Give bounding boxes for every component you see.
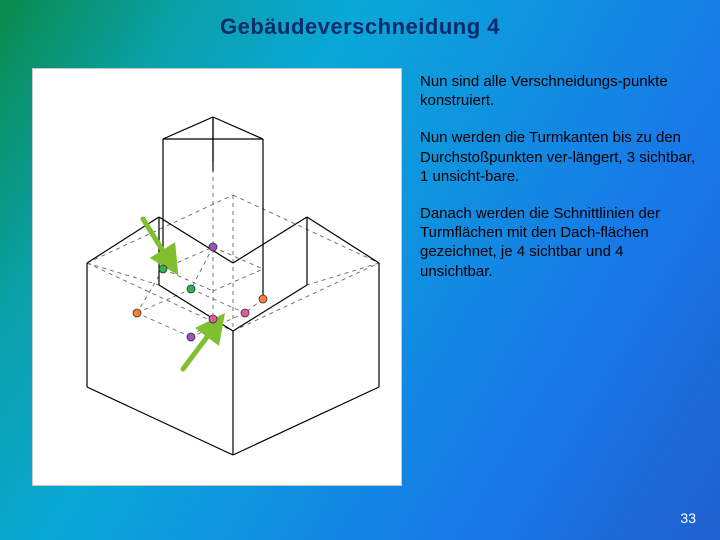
paragraph-3: Danach werden die Schnittlinien der Turm…: [420, 204, 700, 281]
text-column: Nun sind alle Verschneidungs-punkte kons…: [420, 72, 700, 299]
slide-title: Gebäudeverschneidung 4: [0, 14, 720, 40]
diagram-svg: [33, 69, 403, 487]
page-number: 33: [680, 510, 696, 526]
paragraph-2: Nun werden die Turmkanten bis zu den Dur…: [420, 128, 700, 186]
diagram-figure: [32, 68, 402, 486]
paragraph-1: Nun sind alle Verschneidungs-punkte kons…: [420, 72, 700, 110]
slide: Gebäudeverschneidung 4 Nun sind alle Ver…: [0, 0, 720, 540]
